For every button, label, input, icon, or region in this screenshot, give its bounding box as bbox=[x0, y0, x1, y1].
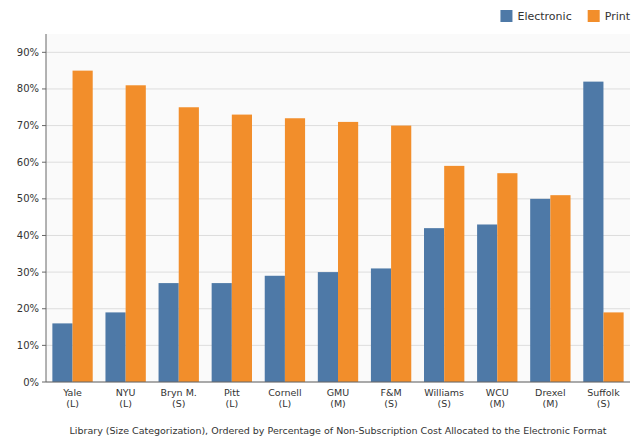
bar bbox=[371, 268, 391, 382]
x-tick-label: F&M(S) bbox=[381, 387, 402, 409]
bars bbox=[52, 71, 623, 382]
y-tick bbox=[42, 272, 46, 273]
x-tick-label-line: GMU bbox=[327, 387, 350, 398]
y-tick-label: 50% bbox=[17, 193, 39, 204]
legend: Electronic Print bbox=[500, 10, 630, 23]
x-tick-label-line: (L) bbox=[66, 398, 79, 409]
x-tick-label-line: WCU bbox=[486, 387, 509, 398]
x-tick-label-line: NYU bbox=[116, 387, 136, 398]
x-tick-label: Suffolk(S) bbox=[587, 387, 620, 409]
bar bbox=[318, 272, 338, 382]
grid-line bbox=[46, 52, 630, 53]
x-tick-label-line: (S) bbox=[597, 398, 610, 409]
bar bbox=[530, 199, 550, 382]
plot-background bbox=[46, 34, 630, 382]
x-tick-label-line: (S) bbox=[384, 398, 397, 409]
legend-label: Print bbox=[605, 10, 631, 23]
bar bbox=[232, 115, 252, 382]
y-tick-label: 80% bbox=[17, 83, 39, 94]
bar bbox=[126, 85, 146, 382]
x-tick-label: Yale(L) bbox=[62, 387, 82, 409]
x-tick-label: Pitt(L) bbox=[224, 387, 240, 409]
y-tick-label: 70% bbox=[17, 120, 39, 131]
x-tick-label: Drexel(M) bbox=[535, 387, 566, 409]
bar bbox=[477, 224, 497, 382]
legend-label: Electronic bbox=[517, 10, 571, 23]
x-tick-label: WCU(M) bbox=[486, 387, 509, 409]
y-tick bbox=[42, 198, 46, 199]
y-tick bbox=[42, 345, 46, 346]
x-tick-label-line: (L) bbox=[225, 398, 238, 409]
y-tick bbox=[42, 162, 46, 163]
x-tick-label-line: Bryn M. bbox=[161, 387, 197, 398]
x-tick-label-line: Pitt bbox=[224, 387, 240, 398]
bar bbox=[159, 283, 179, 382]
bar bbox=[338, 122, 358, 382]
x-tick-label-line: Cornell bbox=[268, 387, 301, 398]
bar bbox=[105, 312, 125, 382]
y-tick-label: 40% bbox=[17, 230, 39, 241]
y-tick-label: 90% bbox=[17, 47, 39, 58]
x-tick-label-line: (M) bbox=[489, 398, 505, 409]
x-tick-label-line: (S) bbox=[172, 398, 185, 409]
x-tick-label-line: Yale bbox=[62, 387, 82, 398]
y-axis-line bbox=[46, 34, 47, 382]
x-tick-label-line: (L) bbox=[119, 398, 132, 409]
bar bbox=[603, 312, 623, 382]
bar bbox=[444, 166, 464, 382]
x-tick-label: GMU(M) bbox=[327, 387, 350, 409]
legend-item: Electronic bbox=[500, 10, 571, 23]
bar bbox=[424, 228, 444, 382]
chart-svg: 0%10%20%30%40%50%60%70%80%90%Yale(L)NYU(… bbox=[0, 0, 644, 444]
y-tick bbox=[42, 235, 46, 236]
bar bbox=[497, 173, 517, 382]
x-tick-label-line: (M) bbox=[330, 398, 346, 409]
y-tick bbox=[42, 125, 46, 126]
bar bbox=[550, 195, 570, 382]
x-tick-label-line: (L) bbox=[279, 398, 292, 409]
y-tick-label: 20% bbox=[17, 303, 39, 314]
legend-item: Print bbox=[588, 10, 631, 23]
x-tick-label-line: Suffolk bbox=[587, 387, 620, 398]
x-tick-label: NYU(L) bbox=[116, 387, 136, 409]
x-tick-label-line: Williams bbox=[424, 387, 464, 398]
x-tick-label: Williams(S) bbox=[424, 387, 464, 409]
legend-swatch bbox=[588, 10, 600, 22]
bar bbox=[212, 283, 232, 382]
y-tick bbox=[42, 52, 46, 53]
bar bbox=[179, 107, 199, 382]
y-tick bbox=[42, 88, 46, 89]
x-axis-line bbox=[46, 382, 630, 383]
x-tick-label: Bryn M.(S) bbox=[161, 387, 197, 409]
x-tick-label-line: (M) bbox=[543, 398, 559, 409]
grid bbox=[46, 52, 630, 382]
bar bbox=[391, 126, 411, 382]
legend-swatch bbox=[500, 10, 512, 22]
bar bbox=[583, 82, 603, 382]
x-tick-label-line: (S) bbox=[437, 398, 450, 409]
chart-container: 0%10%20%30%40%50%60%70%80%90%Yale(L)NYU(… bbox=[0, 0, 644, 444]
x-tick-label-line: F&M bbox=[381, 387, 402, 398]
bar bbox=[73, 71, 93, 382]
bar bbox=[285, 118, 305, 382]
y-tick-label: 0% bbox=[23, 377, 39, 388]
y-tick-label: 10% bbox=[17, 340, 39, 351]
y-tick bbox=[42, 382, 46, 383]
x-tick-label: Cornell(L) bbox=[268, 387, 301, 409]
y-tick-label: 60% bbox=[17, 157, 39, 168]
y-tick bbox=[42, 308, 46, 309]
x-axis-label: Library (Size Categorization), Ordered b… bbox=[70, 425, 607, 436]
y-tick-label: 30% bbox=[17, 267, 39, 278]
grid-line bbox=[46, 382, 630, 383]
bar bbox=[265, 276, 285, 382]
bar bbox=[52, 323, 72, 382]
x-tick-label-line: Drexel bbox=[535, 387, 566, 398]
